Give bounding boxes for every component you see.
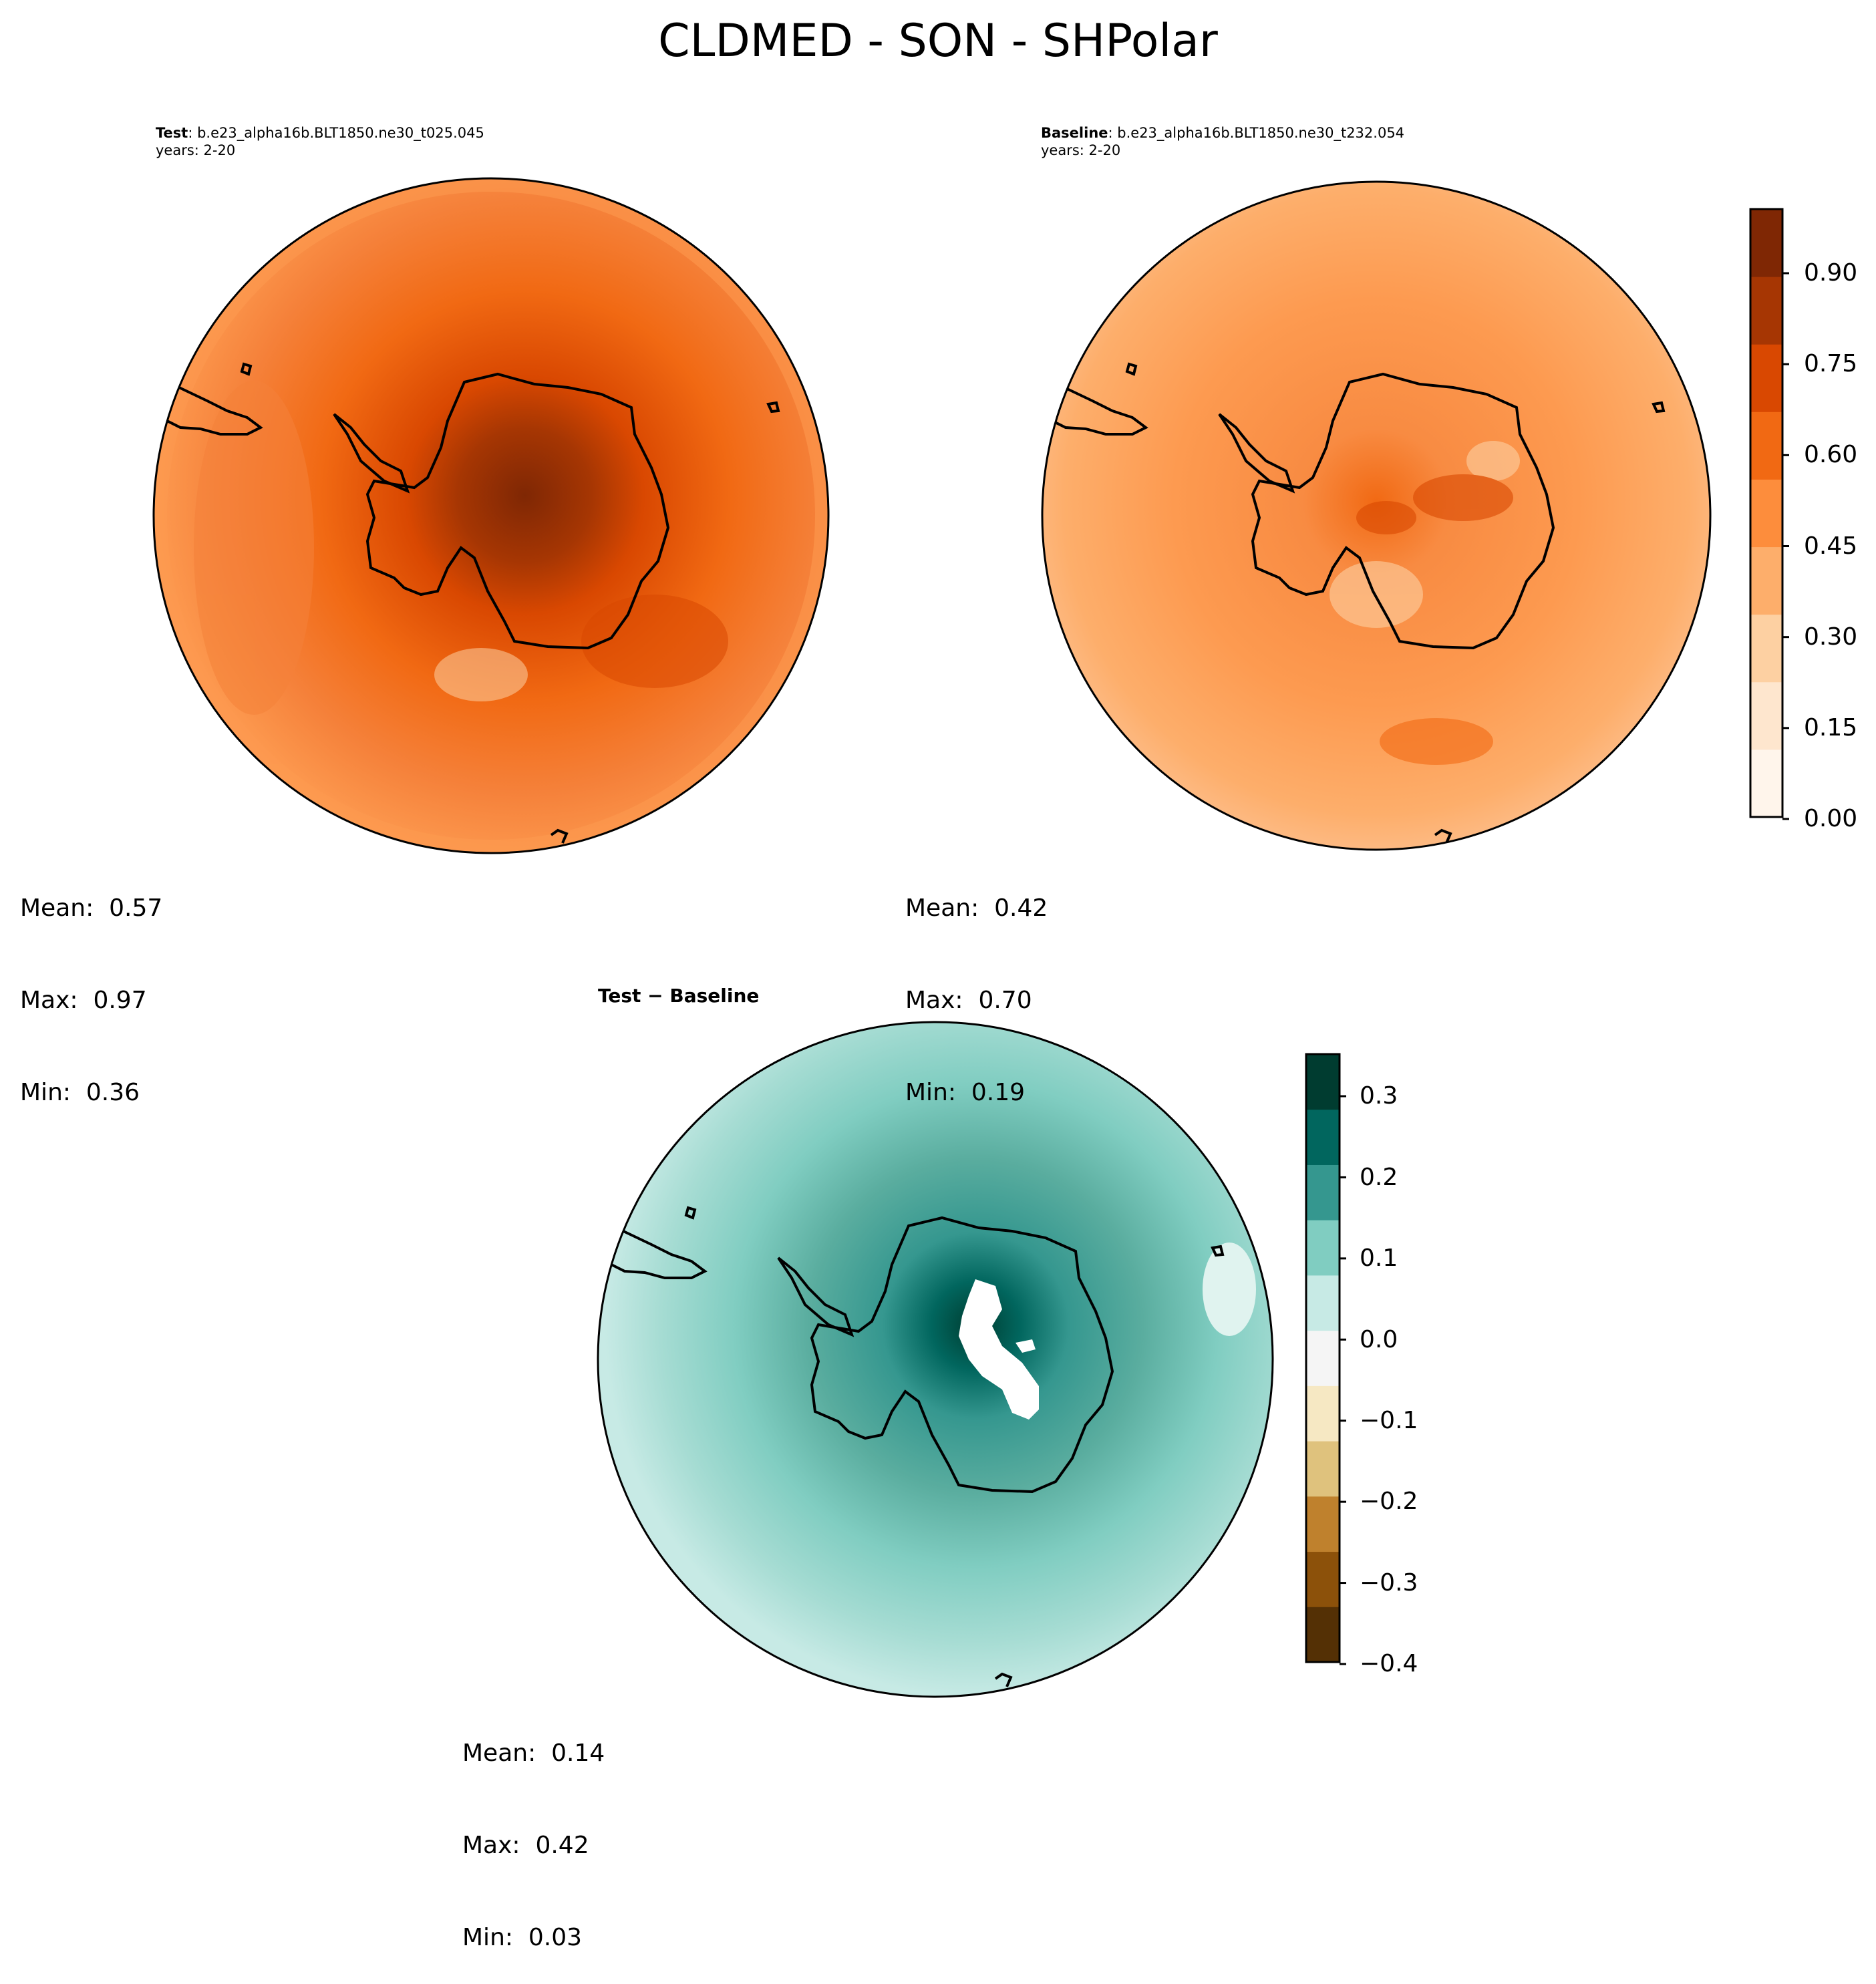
main-colorbar-tick: 0.45 bbox=[1804, 532, 1858, 560]
main-colorbar-tick: 0.60 bbox=[1804, 441, 1858, 468]
baseline-min: Min: 0.19 bbox=[905, 1079, 1026, 1106]
diff-mean: Mean: 0.14 bbox=[462, 1740, 605, 1767]
test-years: years: 2-20 bbox=[156, 142, 236, 158]
main-colorbar-band bbox=[1750, 681, 1782, 750]
baseline-label: Baseline bbox=[1041, 125, 1108, 141]
main-colorbar-band bbox=[1750, 209, 1782, 277]
figure-canvas bbox=[152, 177, 1789, 1698]
diff-colorbar-band bbox=[1306, 1385, 1340, 1442]
diff-colorbar-tick: 0.2 bbox=[1360, 1164, 1398, 1191]
test-case-name: : b.e23_alpha16b.BLT1850.ne30_t025.045 bbox=[188, 125, 484, 141]
diff-panel-title: Test − Baseline bbox=[598, 985, 760, 1007]
baseline-stats: Mean: 0.42 Max: 0.70 Min: 0.19 bbox=[905, 832, 1048, 1139]
diff-colorbar-tick: −0.4 bbox=[1360, 1650, 1418, 1677]
figure-title: CLDMED - SON - SHPolar bbox=[658, 15, 1218, 67]
main-colorbar-tick: 0.90 bbox=[1804, 259, 1858, 287]
diff-max: Max: 0.42 bbox=[462, 1832, 589, 1859]
baseline-map bbox=[1041, 180, 1712, 851]
test-stats: Mean: 0.57 Max: 0.97 Min: 0.36 bbox=[20, 832, 162, 1139]
test-panel-title: Test: b.e23_alpha16b.BLT1850.ne30_t025.0… bbox=[156, 124, 484, 142]
diff-colorbar-band bbox=[1306, 1220, 1340, 1276]
diff-stats: Mean: 0.14 Max: 0.42 Min: 0.03 bbox=[462, 1677, 605, 1984]
baseline-panel-title: Baseline: b.e23_alpha16b.BLT1850.ne30_t2… bbox=[1041, 124, 1404, 142]
diff-colorbar-tick: −0.1 bbox=[1360, 1407, 1418, 1434]
diff-map bbox=[597, 1021, 1274, 1698]
baseline-antarctica-outline bbox=[1218, 372, 1555, 650]
diff-colorbar-band bbox=[1306, 1275, 1340, 1331]
diff-max-region bbox=[959, 1279, 1039, 1420]
test-label: Test bbox=[156, 125, 188, 141]
test-mean: Mean: 0.57 bbox=[20, 894, 163, 922]
main-colorbar-band bbox=[1750, 546, 1782, 615]
diff-colorbar-tick: −0.2 bbox=[1360, 1488, 1418, 1515]
diff-colorbar-band bbox=[1306, 1109, 1340, 1165]
main-colorbar-band bbox=[1750, 277, 1782, 345]
diff-antarctica-outline bbox=[777, 1216, 1114, 1494]
test-antarctica-outline bbox=[333, 372, 670, 650]
main-colorbar-tick: 0.15 bbox=[1804, 714, 1858, 741]
diff-colorbar-tick: 0.3 bbox=[1360, 1082, 1398, 1110]
main-colorbar-band bbox=[1750, 344, 1782, 412]
main-colorbar-band bbox=[1750, 614, 1782, 683]
test-map bbox=[152, 177, 830, 854]
diff-min: Min: 0.03 bbox=[462, 1924, 583, 1951]
diff-colorbar-tick: 0.0 bbox=[1360, 1326, 1398, 1353]
main-colorbar-tick: 0.75 bbox=[1804, 350, 1858, 377]
main-colorbar-tick: 0.00 bbox=[1804, 805, 1858, 832]
test-max: Max: 0.97 bbox=[20, 987, 147, 1014]
diff-colorbar-band bbox=[1306, 1551, 1340, 1607]
baseline-case-name: : b.e23_alpha16b.BLT1850.ne30_t232.054 bbox=[1108, 125, 1405, 141]
main-colorbar-tick: 0.30 bbox=[1804, 623, 1858, 651]
test-south-america-outline bbox=[166, 386, 263, 436]
main-colorbar bbox=[1749, 208, 1784, 818]
diff-colorbar-band bbox=[1306, 1054, 1340, 1110]
main-colorbar-band bbox=[1750, 749, 1782, 818]
diff-colorbar-band bbox=[1306, 1607, 1340, 1663]
baseline-years: years: 2-20 bbox=[1041, 142, 1121, 158]
diff-colorbar-band bbox=[1306, 1330, 1340, 1386]
diff-colorbar-band bbox=[1306, 1164, 1340, 1220]
baseline-max: Max: 0.70 bbox=[905, 987, 1032, 1014]
diff-colorbar-tick: −0.3 bbox=[1360, 1569, 1418, 1597]
main-colorbar-band bbox=[1750, 411, 1782, 480]
diff-colorbar-band bbox=[1306, 1441, 1340, 1497]
test-min: Min: 0.36 bbox=[20, 1079, 140, 1106]
main-colorbar-band bbox=[1750, 479, 1782, 548]
baseline-mean: Mean: 0.42 bbox=[905, 894, 1048, 922]
diff-colorbar bbox=[1305, 1053, 1341, 1663]
diff-colorbar-band bbox=[1306, 1496, 1340, 1552]
diff-colorbar-tick: 0.1 bbox=[1360, 1245, 1398, 1272]
